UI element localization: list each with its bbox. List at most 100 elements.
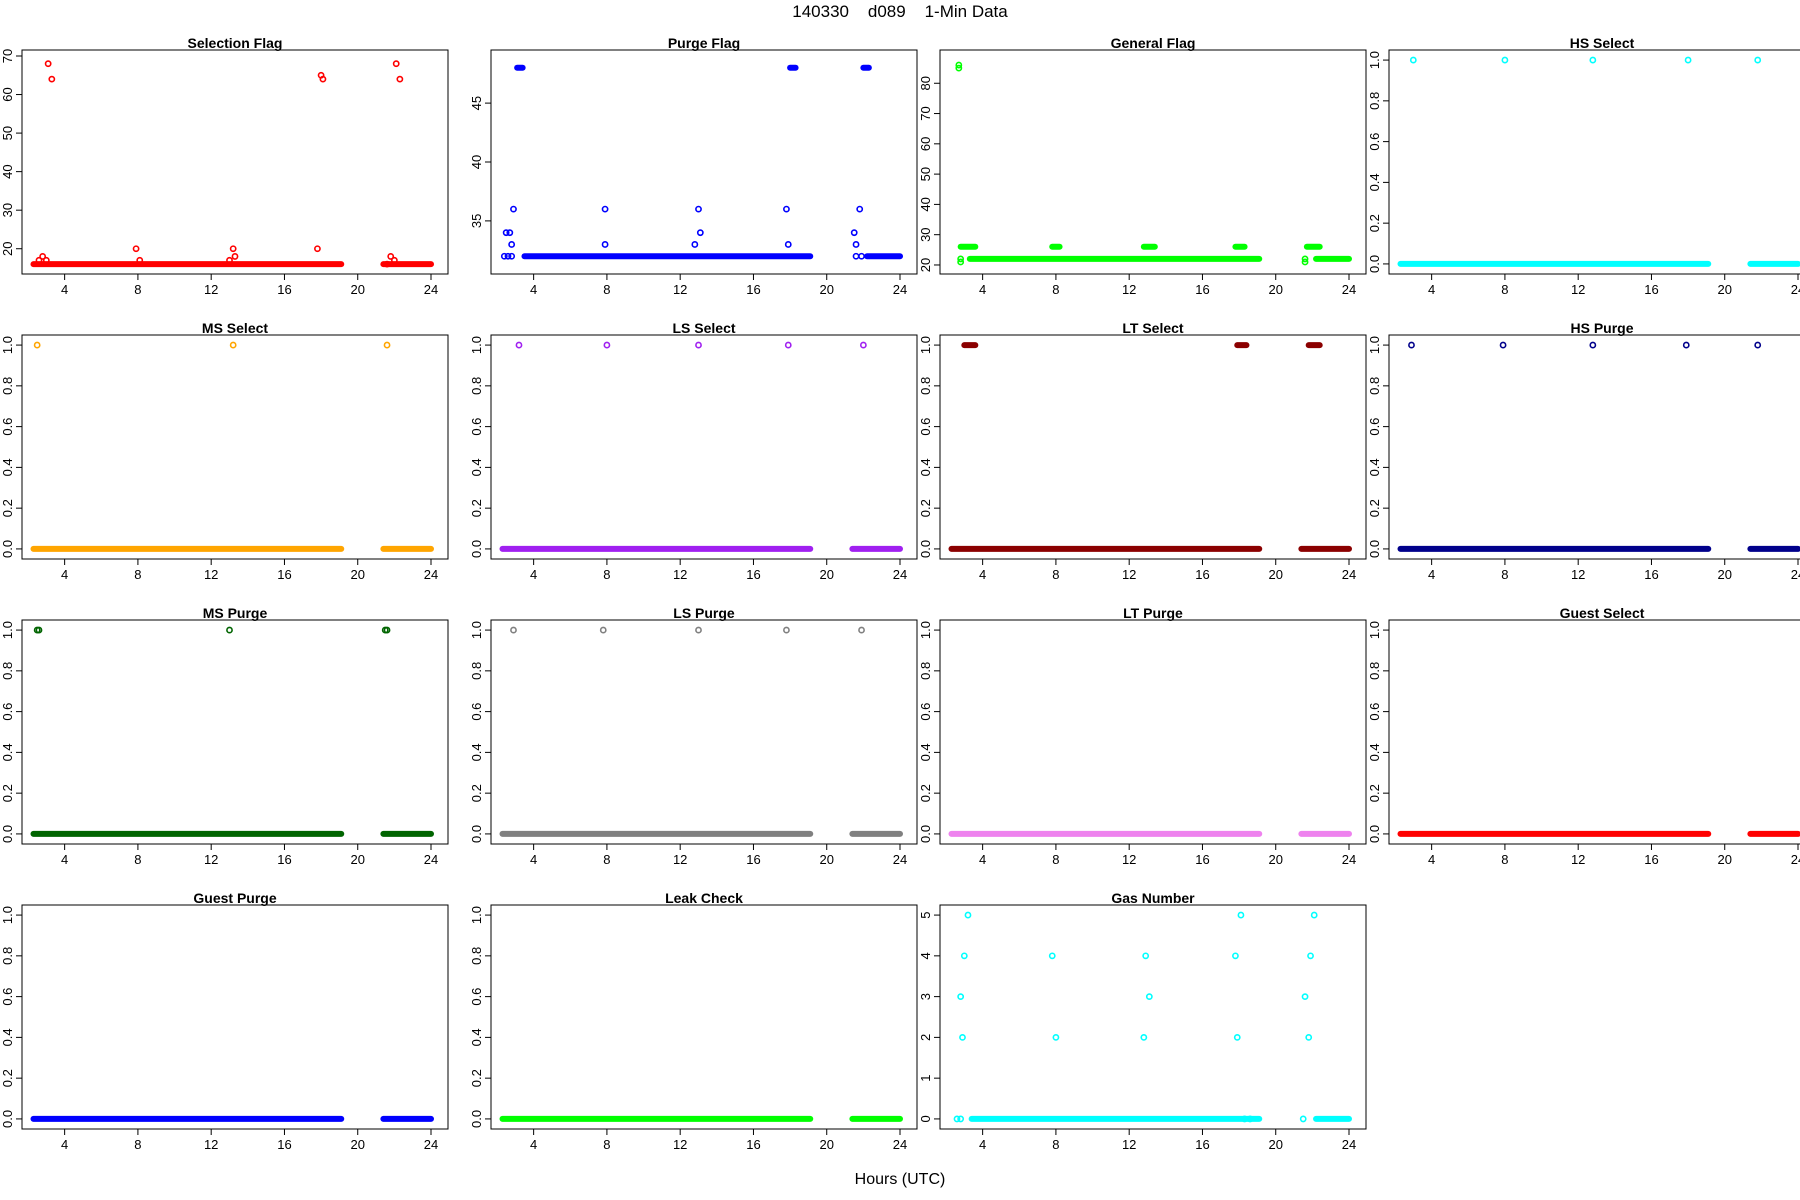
y-tick-label: 0.8 <box>1367 662 1382 680</box>
y-tick-label: 0.4 <box>0 1028 15 1046</box>
plot-frame <box>490 49 918 275</box>
x-tick-label: 16 <box>277 282 291 297</box>
panel-title: Guest Select <box>1560 605 1645 621</box>
data-point <box>42 256 50 264</box>
panel-title: HS Purge <box>1570 320 1633 336</box>
panel-title: General Flag <box>1111 35 1196 51</box>
x-tick-label: 16 <box>746 567 760 582</box>
data-point <box>229 245 237 253</box>
plot-frame <box>1388 619 1800 845</box>
x-tick-label: 8 <box>1052 567 1059 582</box>
data-point <box>1499 341 1507 349</box>
y-tick-label: 70 <box>918 106 933 120</box>
y-tick-label: 0.4 <box>0 458 15 476</box>
data-point <box>955 64 963 72</box>
x-tick-label: 8 <box>603 852 610 867</box>
x-tick-label: 20 <box>351 852 365 867</box>
x-tick-label: 20 <box>820 567 834 582</box>
x-tick-label: 4 <box>61 282 68 297</box>
data-point <box>390 256 398 264</box>
y-tick-label: 0.4 <box>469 1028 484 1046</box>
data-point <box>1408 341 1415 349</box>
x-tick-label: 12 <box>204 852 218 867</box>
data-point <box>856 205 864 213</box>
y-tick-label: 0 <box>918 1115 933 1122</box>
x-tick-label: 20 <box>1269 567 1283 582</box>
data-point <box>601 205 609 213</box>
x-tick-label: 24 <box>893 1137 907 1152</box>
data-point <box>858 626 865 634</box>
y-tick-label: 60 <box>0 87 15 101</box>
panel-ls-select: LS Select 4 8 12 16 20 24 0.0 0.2 0.4 0.6 0.8 1.0 <box>469 320 918 582</box>
y-tick-label: 3 <box>918 993 933 1000</box>
data-point <box>383 626 391 634</box>
data-point <box>957 993 965 1001</box>
y-tick-label: 0.4 <box>1367 458 1382 476</box>
data-point <box>964 911 972 919</box>
x-tick-label: 16 <box>277 852 291 867</box>
y-tick-label: 0.4 <box>918 743 933 761</box>
data-point <box>695 205 702 213</box>
data-point <box>319 75 327 83</box>
plot-frame <box>939 334 1367 560</box>
plot-frame <box>490 334 918 560</box>
x-tick-label: 24 <box>1342 567 1356 582</box>
y-tick-label: 0.6 <box>469 418 484 436</box>
y-tick-label: 0.8 <box>0 377 15 395</box>
data-point <box>1246 1115 1254 1123</box>
data-point <box>1052 1033 1060 1041</box>
y-tick-label: 1.0 <box>1367 336 1382 354</box>
panel-title: MS Purge <box>203 605 268 621</box>
data-point <box>510 205 517 213</box>
x-tick-label: 4 <box>530 852 537 867</box>
x-tick-label: 4 <box>979 1137 986 1152</box>
x-tick-label: 20 <box>351 282 365 297</box>
panel-hs-select: HS Select 4 8 12 16 20 24 0.0 0.2 0.4 0.6 0.8 1.0 <box>1367 35 1800 297</box>
x-tick-label: 20 <box>351 567 365 582</box>
data-point <box>1301 993 1309 1001</box>
y-tick-label: 0.2 <box>918 499 933 517</box>
plot-frame <box>490 904 918 1130</box>
x-tick-label: 8 <box>134 852 141 867</box>
y-tick-label: 0.0 <box>918 540 933 558</box>
x-tick-label: 20 <box>1269 852 1283 867</box>
y-tick-label: 0.4 <box>0 743 15 761</box>
y-tick-label: 1.0 <box>469 336 484 354</box>
panel-ms-select: MS Select 4 8 12 16 20 24 0.0 0.2 0.4 0.6 0.8 1.0 <box>0 320 449 582</box>
data-point <box>601 241 609 248</box>
y-tick-label: 0.0 <box>1367 255 1382 273</box>
x-tick-label: 24 <box>1791 282 1800 297</box>
x-tick-label: 16 <box>1195 567 1209 582</box>
panel-title: Gas Number <box>1111 890 1195 906</box>
data-point <box>136 256 144 264</box>
x-tick-label: 16 <box>1644 852 1658 867</box>
data-point <box>1307 952 1314 960</box>
panel-lt-select: LT Select 4 8 12 16 20 24 0.0 0.2 0.4 0.6 0.8 1.0 <box>918 320 1367 582</box>
data-point <box>957 255 965 263</box>
data-point <box>226 626 233 634</box>
x-tick-label: 4 <box>1428 852 1435 867</box>
data-point <box>1299 1115 1307 1123</box>
y-tick-label: 1.0 <box>1367 51 1382 69</box>
x-tick-label: 8 <box>1052 282 1059 297</box>
panel-title: Guest Purge <box>193 890 276 906</box>
data-point <box>858 252 865 260</box>
data-point <box>696 229 704 237</box>
data-point <box>1501 56 1509 64</box>
panel-selection-flag: Selection Flag 4 8 12 16 20 24 20 30 40 50 60 70 <box>0 35 449 297</box>
data-point <box>39 253 47 260</box>
data-point <box>1145 993 1153 1001</box>
y-tick-label: 0.8 <box>1367 377 1382 395</box>
data-point <box>784 241 792 248</box>
data-point <box>955 61 963 69</box>
x-tick-label: 12 <box>1571 282 1585 297</box>
data-point <box>392 60 400 68</box>
x-tick-label: 24 <box>424 852 438 867</box>
y-tick-label: 0.8 <box>469 377 484 395</box>
panel-ms-purge: MS Purge 4 8 12 16 20 24 0.0 0.2 0.4 0.6 0.8 1.0 <box>0 605 449 867</box>
y-tick-label: 0.2 <box>1367 784 1382 802</box>
data-point <box>396 75 404 83</box>
data-point <box>231 253 239 260</box>
y-tick-label: 0.0 <box>469 825 484 843</box>
y-tick-label: 30 <box>0 203 15 217</box>
